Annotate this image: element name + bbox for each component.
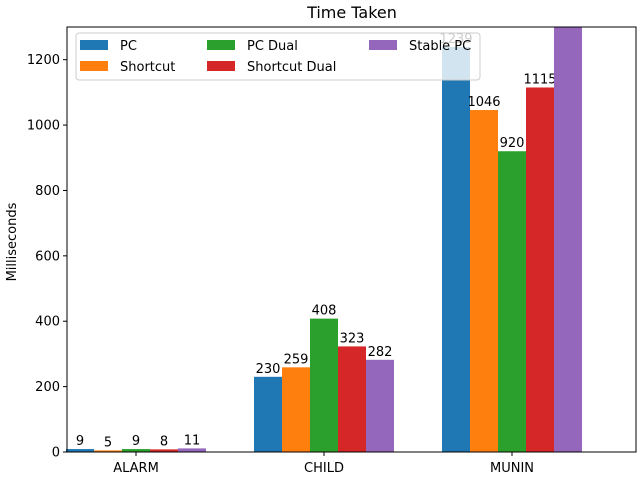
- bar-pc-dual-child: [310, 318, 338, 452]
- bar-value-label: 323: [340, 331, 365, 346]
- y-tick-label: 0: [52, 446, 60, 461]
- bar-stable-pc-alarm: [178, 448, 206, 452]
- bar-value-label: 408: [312, 304, 337, 319]
- bar-pc-munin: [442, 46, 470, 452]
- bar-value-label: 1046: [467, 95, 500, 110]
- legend-swatch-shortcut-dual: [207, 61, 235, 71]
- bar-value-label: 8: [160, 434, 168, 449]
- y-axis-label: Milliseconds: [5, 202, 20, 281]
- legend-label-pc: PC: [120, 39, 137, 54]
- y-tick-label: 400: [35, 315, 60, 330]
- bar-value-label: 259: [284, 352, 309, 367]
- chart-title: Time Taken: [306, 3, 397, 22]
- legend-label-shortcut: Shortcut: [120, 60, 175, 75]
- bar-shortcut-dual-child: [338, 346, 366, 452]
- bar-value-label: 920: [500, 136, 525, 151]
- bar-pc-child: [254, 376, 282, 452]
- legend-swatch-shortcut: [80, 61, 108, 71]
- bar-shortcut-munin: [470, 110, 498, 453]
- x-tick-label: ALARM: [113, 461, 159, 476]
- plot-area: 9230123952591046940892083231115112820200…: [27, 26, 637, 476]
- bar-shortcut-dual-alarm: [150, 449, 178, 452]
- y-tick-label: 1000: [27, 119, 60, 134]
- bar-shortcut-dual-munin: [526, 87, 554, 452]
- legend-label-pc-dual: PC Dual: [247, 39, 298, 54]
- bar-value-label: 5: [104, 435, 112, 450]
- legend-swatch-pc-dual: [207, 40, 235, 50]
- legend-label-shortcut-dual: Shortcut Dual: [247, 60, 336, 75]
- legend-label-stable-pc: Stable PC: [409, 39, 471, 54]
- bar-pc-dual-alarm: [122, 449, 150, 452]
- bar-value-label: 282: [368, 345, 393, 360]
- y-tick-label: 1200: [27, 53, 60, 68]
- bar-stable-pc-munin: [554, 27, 582, 452]
- bar-shortcut-child: [282, 367, 310, 452]
- bar-pc-alarm: [66, 449, 94, 452]
- y-tick-label: 600: [35, 249, 60, 264]
- legend: PC Shortcut PC Dual Shortcut Dual Stable PC: [75, 32, 481, 81]
- x-tick-label: CHILD: [304, 461, 344, 476]
- y-tick-label: 200: [35, 380, 60, 395]
- bar-shortcut-alarm: [94, 450, 122, 452]
- legend-swatch-stable-pc: [369, 40, 397, 50]
- bar-stable-pc-child: [366, 359, 394, 452]
- legend-swatch-pc: [80, 40, 108, 50]
- bar-value-label: 230: [256, 362, 281, 377]
- y-tick-label: 800: [35, 184, 60, 199]
- bar-value-label: 1115: [523, 72, 556, 87]
- bar-value-label: 9: [76, 434, 84, 449]
- bar-value-label: 11: [184, 433, 201, 448]
- bar-value-label: 9: [132, 434, 140, 449]
- bar-pc-dual-munin: [498, 151, 526, 452]
- x-tick-label: MUNIN: [490, 461, 534, 476]
- plot-frame: [66, 26, 637, 453]
